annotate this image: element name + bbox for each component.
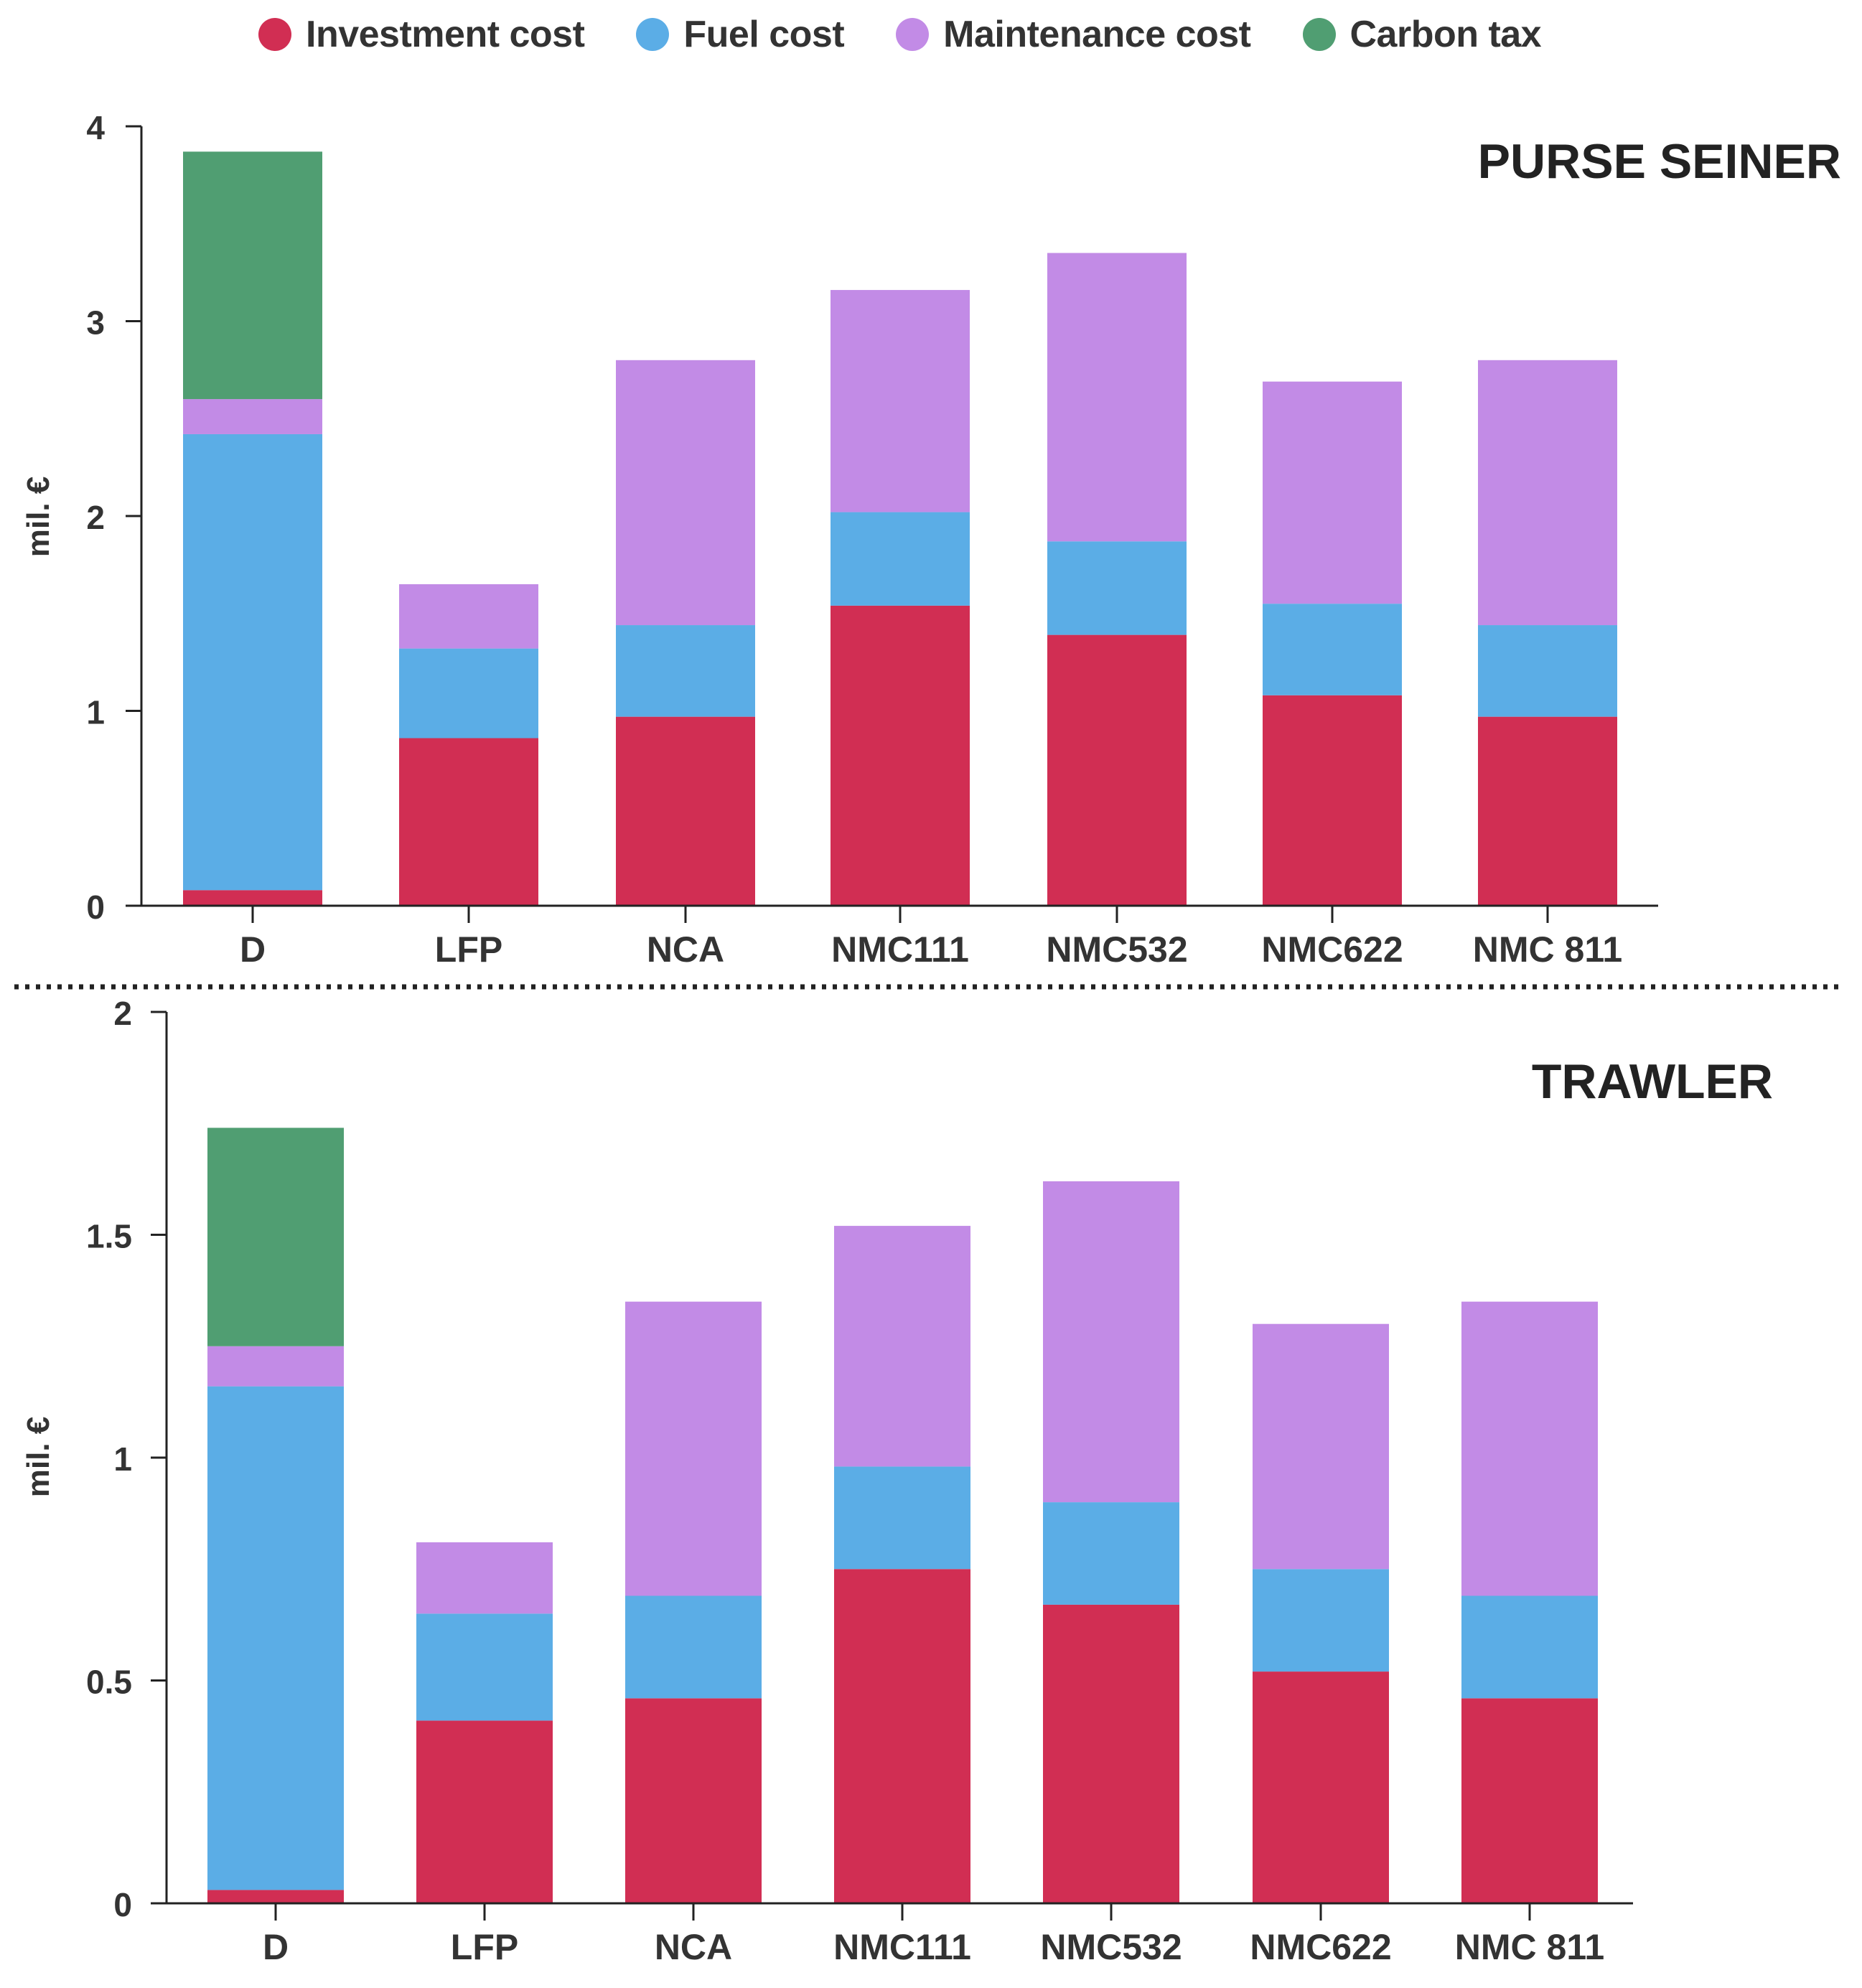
bar-segment <box>1253 1569 1389 1672</box>
x-tick-label: NMC 811 <box>1455 1927 1604 1967</box>
bar-segment <box>1263 381 1402 604</box>
x-tick-label: D <box>240 929 266 970</box>
bar-segment <box>1478 360 1617 626</box>
bar-segment <box>1461 1301 1598 1596</box>
bar-segment <box>831 512 970 606</box>
x-tick-label: LFP <box>451 1927 518 1967</box>
x-tick-label: D <box>263 1927 289 1967</box>
bar-segment <box>831 290 970 512</box>
bar-segment <box>1478 716 1617 906</box>
bar-segment <box>1047 253 1187 542</box>
y-tick-label: 0 <box>86 888 105 926</box>
bar-segment <box>1253 1323 1389 1570</box>
bar-segment <box>625 1595 762 1699</box>
y-axis-label: mil. € <box>21 477 56 558</box>
panel-title: PURSE SEINER <box>1478 134 1841 189</box>
legend-item-investment: Investment cost <box>258 13 585 56</box>
x-tick-label: NCA <box>647 929 724 970</box>
bar-segment <box>625 1301 762 1596</box>
x-tick-label: NMC622 <box>1261 929 1403 970</box>
x-tick-label: NMC532 <box>1040 1927 1182 1967</box>
bar-segment <box>207 1346 344 1387</box>
x-tick-label: NMC 811 <box>1473 929 1622 970</box>
bar-segment <box>616 625 755 717</box>
y-tick-label: 0 <box>113 1886 132 1923</box>
bar-segment <box>1263 695 1402 906</box>
bar-segment <box>1461 1698 1598 1903</box>
bar-segment <box>207 1127 344 1346</box>
bar-segment <box>183 399 322 434</box>
bar-segment <box>1461 1595 1598 1699</box>
bar-segment <box>399 584 538 649</box>
y-tick-label: 4 <box>86 109 105 146</box>
bar-segment <box>1047 541 1187 635</box>
x-tick-label: NMC622 <box>1250 1927 1391 1967</box>
x-tick-label: NMC111 <box>831 929 969 970</box>
legend: Investment cost Fuel cost Maintenance co… <box>258 13 1542 56</box>
legend-swatch-fuel <box>636 18 670 51</box>
bar-segment <box>183 433 322 891</box>
x-tick-label: LFP <box>435 929 502 970</box>
bar-segment <box>1043 1604 1179 1903</box>
legend-swatch-investment <box>258 18 291 51</box>
legend-label-maintenance: Maintenance cost <box>943 14 1251 55</box>
legend-label-fuel: Fuel cost <box>683 14 845 55</box>
bar-segment <box>1253 1671 1389 1903</box>
legend-item-carbon: Carbon tax <box>1302 13 1542 56</box>
y-tick-label: 2 <box>86 499 105 536</box>
x-tick-label: NCA <box>655 1927 732 1967</box>
bar-segment <box>1043 1502 1179 1605</box>
legend-swatch-carbon <box>1302 18 1336 51</box>
legend-label-investment: Investment cost <box>306 14 585 55</box>
bar-segment <box>207 1386 344 1890</box>
bar-segment <box>616 360 755 626</box>
panel-title: TRAWLER <box>1532 1054 1773 1109</box>
bar-segment <box>416 1720 553 1903</box>
bar-segment <box>183 890 322 906</box>
legend-item-fuel: Fuel cost <box>636 13 845 56</box>
bar-segment <box>834 1569 970 1903</box>
bar-segment <box>416 1542 553 1614</box>
bar-segment <box>1043 1181 1179 1503</box>
legend-item-maintenance: Maintenance cost <box>896 13 1251 56</box>
legend-label-carbon: Carbon tax <box>1349 14 1542 55</box>
legend-swatch-maintenance <box>896 18 930 51</box>
bar-segment <box>625 1698 762 1903</box>
bar-segment <box>399 738 538 906</box>
x-tick-label: NMC532 <box>1046 929 1187 970</box>
x-tick-label: NMC111 <box>833 1927 971 1967</box>
bar-segment <box>207 1890 344 1903</box>
y-axis-label: mil. € <box>21 1417 56 1498</box>
y-tick-label: 3 <box>86 304 105 342</box>
bar-segment <box>831 605 970 906</box>
bar-segment <box>416 1613 553 1721</box>
bar-segment <box>1263 604 1402 695</box>
y-tick-label: 1 <box>86 694 105 731</box>
bar-segment <box>834 1466 970 1570</box>
bar-segment <box>834 1226 970 1467</box>
bar-segment <box>399 648 538 739</box>
bar-segment <box>1047 634 1187 906</box>
bar-segment <box>183 151 322 400</box>
y-tick-label: 1 <box>113 1440 132 1478</box>
y-tick-label: 1.5 <box>86 1218 132 1255</box>
y-tick-label: 2 <box>113 995 132 1032</box>
bar-segment <box>616 716 755 906</box>
y-tick-label: 0.5 <box>86 1664 132 1701</box>
bar-segment <box>1478 625 1617 717</box>
